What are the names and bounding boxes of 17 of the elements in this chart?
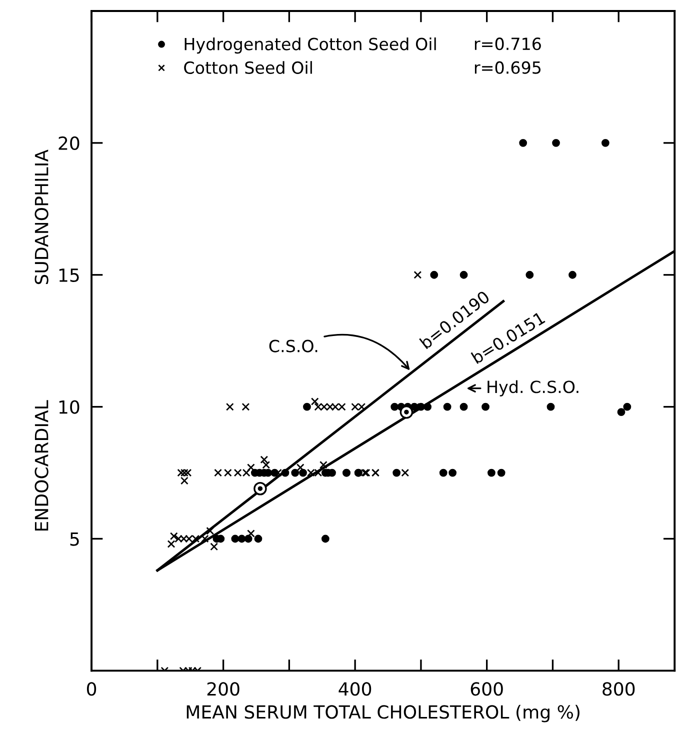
legend-label: Cotton Seed Oil [184,61,312,74]
annotation: Hyd. C.S.O. [488,380,578,396]
y-tick-label: 20 [58,136,80,150]
y-tick-label: 5 [70,532,79,546]
x-tick-label: 0 [86,682,96,696]
legend-label: Hydrogenated Cotton Seed Oil [184,37,436,54]
y-tick-label: 10 [59,400,80,414]
y-axis-title: ENDOCARDIAL SUDANOPHILIA [34,150,48,530]
y-tick-label: 15 [59,268,79,282]
annotation: r=0.695 [474,61,541,74]
x-axis-title: MEAN SERUM TOTAL CHOLESTEROL (mg %) [186,704,580,722]
annotation: r=0.716 [474,38,541,50]
x-tick-label: 200 [207,682,240,696]
x-tick-label: 800 [602,682,635,696]
annotation: C.S.O. [269,340,318,352]
x-tick-label: 600 [470,682,503,696]
x-tick-label: 400 [338,682,372,696]
